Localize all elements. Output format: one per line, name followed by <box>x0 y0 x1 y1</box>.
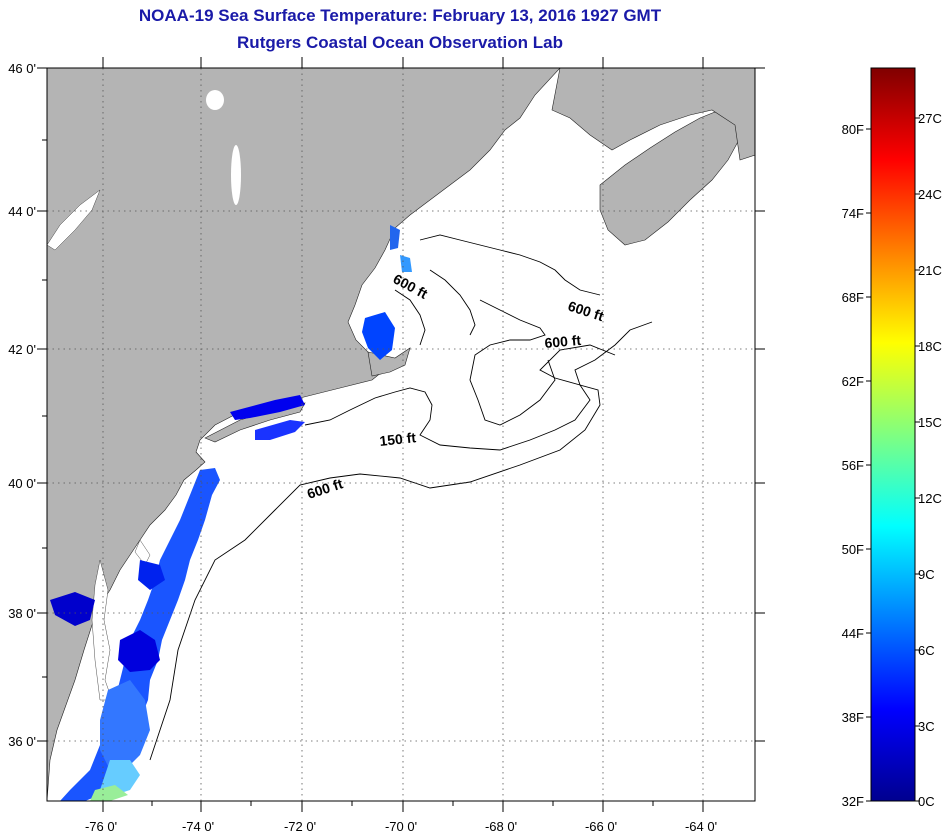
map-title: NOAA-19 Sea Surface Temperature: Februar… <box>138 6 662 25</box>
lat-label: 44 0' <box>8 204 36 219</box>
contour-label: 150 ft <box>379 429 417 449</box>
lake-ontario <box>47 189 101 251</box>
colorbar-f-label: 38F <box>842 710 864 725</box>
lon-label: -64 0' <box>685 819 717 834</box>
axis-ticks <box>37 57 765 812</box>
colorbar-c-label: 6C <box>918 643 935 658</box>
lat-label: 40 0' <box>8 476 36 491</box>
nova-scotia <box>599 109 741 246</box>
colorbar-c-label: 9C <box>918 567 935 582</box>
colorbar-c-label: 12C <box>918 491 942 506</box>
colorbar-c-label: 0C <box>918 794 935 809</box>
colorbar-c-label: 18C <box>918 339 942 354</box>
lon-label: -68 0' <box>485 819 517 834</box>
colorbar-f-label: 56F <box>842 458 864 473</box>
graticule <box>47 68 755 801</box>
lon-label: -74 0' <box>182 819 214 834</box>
lon-label: -66 0' <box>585 819 617 834</box>
temperature-colorbar: 80F 74F 68F 62F 56F 50F 44F 38F 32F 27C … <box>842 67 942 809</box>
colorbar-c-label: 3C <box>918 719 935 734</box>
lon-label: -76 0' <box>85 819 117 834</box>
lat-label: 46 0' <box>8 61 36 76</box>
lon-label: -70 0' <box>385 819 417 834</box>
colorbar-c-label: 27C <box>918 111 942 126</box>
bathymetry-contours <box>149 234 653 761</box>
colorbar-f-label: 50F <box>842 542 864 557</box>
map-subtitle: Rutgers Coastal Ocean Observation Lab <box>237 33 563 52</box>
colorbar-c-label: 15C <box>918 415 942 430</box>
colorbar-f-label: 80F <box>842 122 864 137</box>
lat-label: 42 0' <box>8 342 36 357</box>
lat-label: 36 0' <box>8 734 36 749</box>
colorbar-c-label: 21C <box>918 263 942 278</box>
colorbar-f-label: 32F <box>842 794 864 809</box>
sst-coverage <box>50 225 412 801</box>
lat-label: 38 0' <box>8 606 36 621</box>
lake-champlain <box>231 145 241 205</box>
contour-label: 600 ft <box>544 332 582 351</box>
colorbar-c-label: 24C <box>918 187 942 202</box>
moosehead-lake <box>206 90 224 110</box>
colorbar-f-label: 62F <box>842 374 864 389</box>
lon-label: -72 0' <box>284 819 316 834</box>
colorbar-f-label: 68F <box>842 290 864 305</box>
colorbar-f-label: 44F <box>842 626 864 641</box>
colorbar-f-label: 74F <box>842 206 864 221</box>
